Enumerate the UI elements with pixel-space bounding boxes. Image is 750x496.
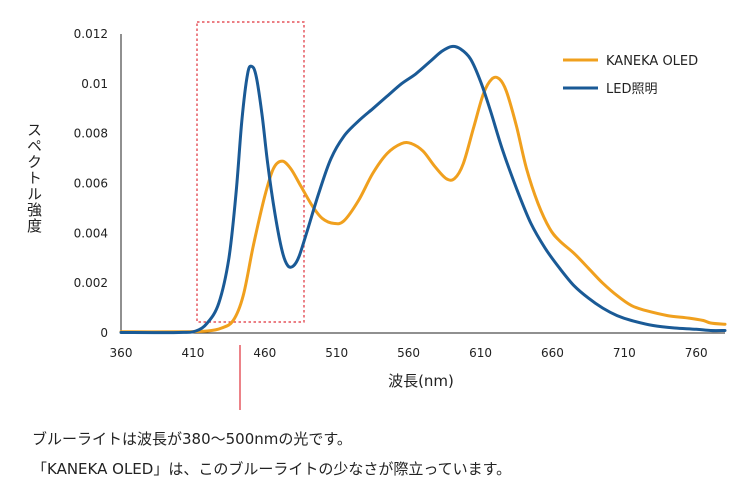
y-tick-label: 0.008 [74, 127, 108, 141]
legend: KANEKA OLED LED照明 [563, 54, 698, 97]
series-line-led [119, 44, 727, 335]
x-tick-label: 760 [685, 346, 708, 360]
series-line-kaneka-oled [119, 75, 727, 334]
x-tick-label: 510 [325, 346, 348, 360]
y-tick-label: 0 [100, 326, 108, 340]
y-axis-title: スペクトル強度 [25, 122, 43, 234]
y-tick-label: 0.012 [74, 27, 108, 41]
x-tick-label: 660 [541, 346, 564, 360]
x-tick-label: 360 [110, 346, 133, 360]
blue-light-highlight-box [196, 21, 305, 323]
x-axis-title: 波長(nm) [388, 372, 454, 390]
y-tick-label: 0.01 [81, 77, 108, 91]
legend-label-kaneka-oled: KANEKA OLED [606, 54, 698, 69]
caption-blue-light-range: ブルーライトは波長が380〜500nmの光です。 [32, 430, 352, 448]
y-tick-labels: 0 0.002 0.004 0.006 0.008 0.01 0.012 [74, 27, 108, 340]
y-tick-label: 0.004 [74, 226, 108, 240]
x-tick-label: 460 [253, 346, 276, 360]
series-lines [119, 44, 727, 335]
y-tick-label: 0.002 [74, 276, 108, 290]
spectrum-chart: 0 0.002 0.004 0.006 0.008 0.01 0.012 360 410 460… [25, 21, 727, 410]
x-tick-label: 560 [397, 346, 420, 360]
legend-label-led: LED照明 [606, 82, 657, 97]
x-tick-labels: 360 410 460 510 560 610 660 710 760 [110, 346, 708, 360]
caption-kaneka-oled-note: 「KANEKA OLED」は、このブルーライトの少なさが際立っています。 [32, 460, 512, 478]
x-tick-label: 410 [181, 346, 204, 360]
y-tick-label: 0.006 [74, 177, 108, 191]
x-tick-label: 710 [613, 346, 636, 360]
x-tick-label: 610 [469, 346, 492, 360]
